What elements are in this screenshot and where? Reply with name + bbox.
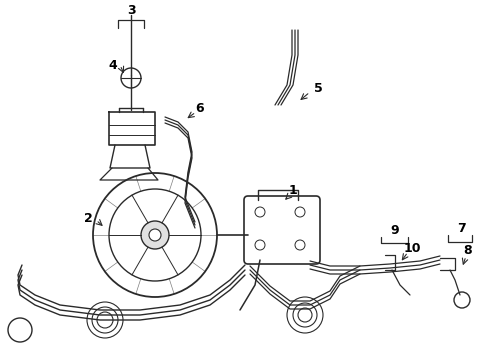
- Circle shape: [453, 292, 469, 308]
- Text: 4: 4: [108, 59, 117, 72]
- Text: 5: 5: [313, 81, 322, 95]
- Circle shape: [141, 221, 169, 249]
- Text: 9: 9: [390, 224, 399, 237]
- Text: 6: 6: [195, 102, 204, 114]
- Text: 3: 3: [126, 4, 135, 17]
- Circle shape: [294, 207, 305, 217]
- Circle shape: [294, 240, 305, 250]
- Text: 8: 8: [463, 243, 471, 257]
- Text: 10: 10: [403, 242, 420, 255]
- Text: 7: 7: [457, 221, 466, 234]
- Text: 2: 2: [83, 212, 92, 225]
- Circle shape: [254, 240, 264, 250]
- Circle shape: [121, 68, 141, 88]
- Circle shape: [8, 318, 32, 342]
- Text: 1: 1: [288, 184, 297, 197]
- Circle shape: [254, 207, 264, 217]
- FancyBboxPatch shape: [244, 196, 319, 264]
- Circle shape: [149, 229, 161, 241]
- Circle shape: [109, 189, 201, 281]
- Circle shape: [93, 173, 217, 297]
